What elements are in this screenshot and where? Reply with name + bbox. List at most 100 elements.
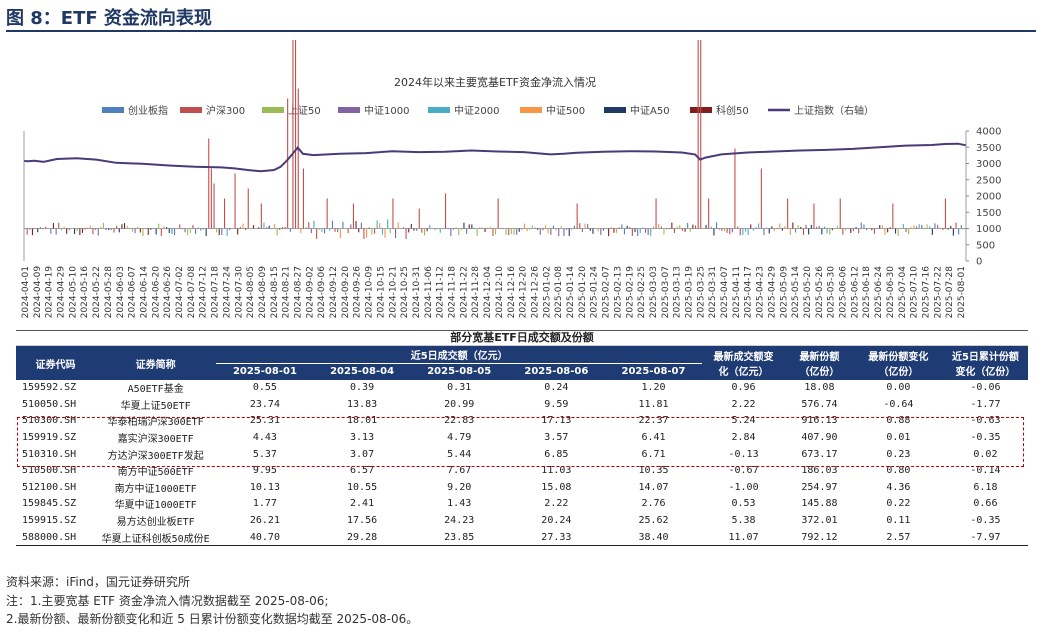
- x-tick-label: 2024-06-20: [151, 266, 161, 319]
- flow-bar: [526, 228, 528, 232]
- flow-bar: [952, 228, 954, 236]
- x-tick-label: 2024-09-20: [341, 266, 351, 319]
- flow-bar: [779, 223, 781, 229]
- flow-bar: [150, 228, 152, 230]
- x-tick-label: 2024-06-26: [163, 266, 173, 319]
- flow-bar: [516, 228, 518, 235]
- col-latest-shares-line2: （亿份）: [799, 367, 840, 378]
- flow-bar: [818, 225, 820, 229]
- flow-bar: [402, 227, 404, 229]
- table-row: 159592.SZ A50ETF基金 0.55 0.39 0.31 0.24 1.20 0.9…: [16, 380, 1028, 397]
- legend-swatch: [262, 107, 284, 113]
- flow-bar: [847, 227, 849, 229]
- flow-bar: [221, 228, 223, 235]
- flow-bar: [813, 203, 815, 229]
- flow-bar: [713, 228, 715, 236]
- x-tick-label: 2024-11-12: [436, 266, 446, 318]
- flow-bar: [831, 228, 833, 231]
- x-tick-label: 2024-07-08: [187, 266, 197, 319]
- x-tick-label: 2025-02-19: [625, 266, 635, 319]
- flow-bar: [360, 222, 362, 229]
- x-tick-label: 2024-11-06: [424, 266, 434, 319]
- flow-bar: [424, 228, 426, 236]
- flow-bar: [334, 228, 336, 232]
- flow-bar: [84, 228, 86, 230]
- table-cell: -7.97: [942, 528, 1028, 546]
- flow-bar: [313, 220, 315, 229]
- legend-label: 沪深300: [206, 104, 245, 117]
- flow-bar: [795, 228, 797, 233]
- chart-legend: 创业板指 沪深300 上证50 中证1000 中证2000 中证500 中证A50 科创50 上…: [102, 104, 874, 117]
- flow-bar: [368, 227, 370, 229]
- flow-bar: [542, 228, 544, 231]
- table-cell: 588000.SH: [16, 528, 95, 546]
- table-cell: 510300.SH: [16, 412, 95, 430]
- flow-bar: [237, 228, 239, 235]
- table-cell: 23.85: [410, 528, 508, 546]
- flow-bar: [100, 226, 102, 229]
- flow-bar: [634, 228, 636, 233]
- table-cell: 华夏上证科创板50成份E: [94, 528, 217, 546]
- flow-bar: [521, 228, 523, 230]
- flow-bar: [229, 228, 231, 230]
- x-tick-label: 2025-01-08: [554, 266, 564, 319]
- flow-bar: [695, 225, 697, 229]
- table-cell: 6.85: [507, 445, 605, 463]
- flow-bar: [434, 228, 436, 230]
- flow-bar: [781, 228, 783, 231]
- col-cum-change-line2: 变化（亿份）: [955, 367, 1016, 378]
- flow-bar: [216, 228, 218, 233]
- flow-bar: [74, 228, 76, 234]
- table-cell: 24.23: [410, 512, 508, 530]
- flow-bar: [787, 198, 789, 229]
- flow-bar: [89, 225, 91, 229]
- flow-bar: [800, 226, 802, 229]
- table-cell: -0.67: [702, 462, 786, 480]
- flow-bar: [773, 228, 775, 232]
- flow-bar: [87, 227, 89, 229]
- flow-bar: [239, 226, 241, 229]
- flow-bar: [766, 227, 768, 229]
- col-share-change: 最新份额变化 （亿份）: [853, 346, 943, 380]
- etf-table: 证券代码 证券简称 近5日成交额（亿元） 最新成交额变 化（亿元） 最新份额 （…: [16, 346, 1028, 546]
- flow-bar: [45, 226, 47, 229]
- flow-bar: [518, 228, 520, 232]
- flow-bar: [271, 228, 273, 230]
- flow-bar: [226, 228, 228, 236]
- flow-bar: [581, 228, 583, 232]
- flow-bar: [205, 228, 207, 237]
- flow-bar: [629, 227, 631, 229]
- x-tick-label: 2024-09-12: [329, 266, 339, 318]
- flow-bar: [687, 222, 689, 229]
- right-axis: 0 500 1000 1500 2000 2500 3000 3500 4000: [23, 127, 1001, 268]
- table-cell: 510050.SH: [16, 396, 95, 414]
- flow-bar: [300, 228, 302, 233]
- flow-bar: [760, 168, 762, 229]
- flow-bar: [110, 228, 112, 230]
- table-cell: 9.20: [410, 479, 508, 497]
- table-row: 159845.SZ 华夏中证1000ETF 1.77 2.41 1.43 2.22 2.76…: [16, 495, 1028, 513]
- flow-bar: [884, 228, 886, 235]
- table-cell: 1.20: [604, 380, 703, 397]
- flow-bar: [747, 228, 749, 236]
- flow-bar: [771, 226, 773, 229]
- flow-bar: [555, 228, 557, 231]
- table-cell: 4.79: [410, 429, 508, 447]
- table-cell: 3.07: [313, 445, 411, 463]
- flow-bar: [592, 228, 594, 234]
- flow-bar: [339, 228, 341, 238]
- flow-bar: [723, 228, 725, 232]
- flow-bar: [547, 228, 549, 234]
- flow-bar: [784, 226, 786, 229]
- flow-bar: [337, 228, 339, 233]
- col-share-change-line1: 最新份额变化: [868, 352, 929, 363]
- col-date-4: 2025-08-06: [507, 363, 605, 380]
- flow-bar: [450, 228, 452, 237]
- x-tick-label: 2024-05-28: [104, 266, 114, 319]
- flow-bar: [92, 228, 94, 235]
- flow-bar: [160, 228, 162, 236]
- flow-bar: [329, 228, 331, 231]
- table-row: 159915.SZ 易方达创业板ETF 26.21 17.56 24.23 20.24 25…: [16, 512, 1028, 530]
- x-tick-label: 2025-05-09: [779, 266, 789, 319]
- table-cell: 510310.SH: [16, 445, 95, 463]
